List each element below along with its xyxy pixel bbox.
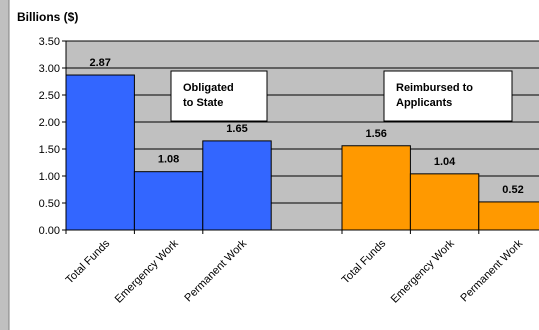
y-tick-label: 3.50: [39, 36, 60, 48]
group-label-box: [170, 70, 268, 122]
left-border: [0, 0, 9, 330]
value-label: 1.56: [365, 128, 386, 140]
x-category-label: Permanent Work: [182, 237, 249, 304]
bar: [202, 140, 272, 231]
value-label: 1.65: [226, 123, 247, 135]
group-label: to State: [183, 97, 223, 109]
y-tick-label: 1.50: [39, 144, 60, 156]
group-label-box: [383, 70, 513, 122]
x-category-label: Total Funds: [64, 237, 113, 286]
group-label: Applicants: [396, 97, 452, 109]
group-label: Obligated: [183, 82, 234, 94]
x-category-label: Total Funds: [340, 237, 389, 286]
y-tick-label: 2.50: [39, 90, 60, 102]
y-tick-label: 0.00: [39, 225, 60, 237]
bar: [341, 145, 411, 231]
y-axis-title: Billions ($): [17, 10, 78, 24]
bar: [478, 201, 539, 231]
bar: [133, 171, 204, 231]
bar: [65, 74, 135, 231]
y-tick-label: 0.50: [39, 198, 60, 210]
x-category-label: Permanent Work: [458, 237, 525, 304]
y-tick-label: 3.00: [39, 63, 60, 75]
bars: [65, 74, 539, 231]
bar: [409, 173, 480, 231]
x-category-label: Emergency Work: [389, 237, 457, 305]
y-tick-label: 2.00: [39, 117, 60, 129]
value-label: 2.87: [89, 57, 110, 69]
x-category-label: Emergency Work: [113, 237, 181, 305]
value-label: 0.52: [502, 184, 523, 196]
group-label: Reimbursed to: [396, 82, 473, 94]
value-label: 1.04: [434, 156, 456, 168]
y-tick-label: 1.00: [39, 171, 60, 183]
value-label: 1.08: [158, 154, 179, 166]
